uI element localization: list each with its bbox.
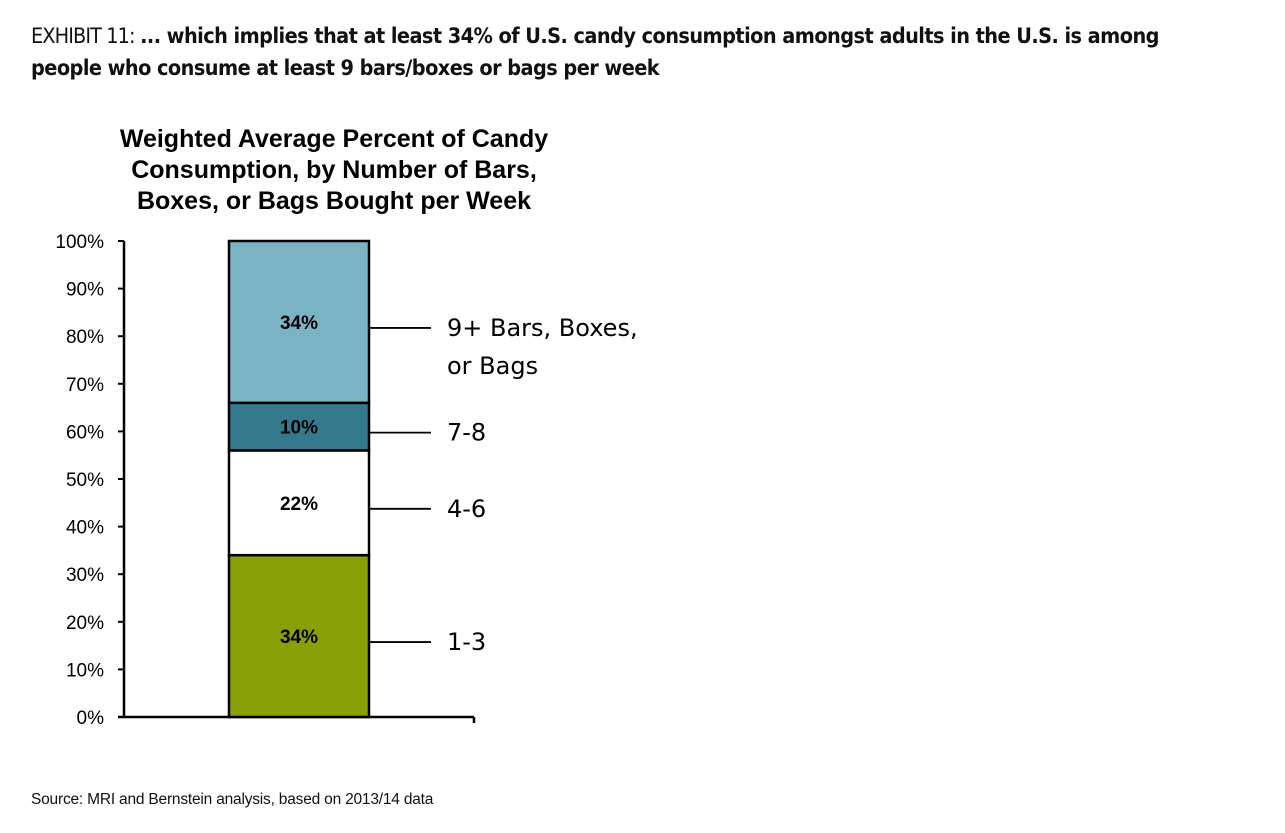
bar-segments: 34% 22% 10% 34% [227, 239, 371, 719]
exhibit-heading: EXHIBIT 11: ... which implies that at le… [31, 20, 1163, 84]
exhibit-text: ... which implies that at least 34% of U… [31, 24, 1160, 80]
chart-title-line: Boxes, or Bags Bought per Week [136, 187, 532, 215]
legend-label: 1-3 [447, 628, 486, 656]
bar-segment-4-6 [227, 449, 371, 557]
legend-label: or Bags [447, 352, 538, 380]
chart-title: Weighted Average Percent of Candy Consum… [84, 124, 584, 217]
legend-label: 4-6 [447, 495, 486, 523]
y-tick-label: 30% [66, 565, 104, 586]
y-tick-label: 60% [66, 422, 104, 443]
chart-title-line: Consumption, by Number of Bars, [131, 156, 537, 184]
y-tick-label: 90% [66, 280, 104, 301]
source-note: Source: MRI and Bernstein analysis, base… [31, 791, 434, 808]
bar-segment-7-8 [227, 401, 371, 452]
y-tick-label: 0% [77, 708, 105, 729]
legend: 1-3 4-6 7-8 9+ Bars, Boxes, or Bags [369, 314, 638, 656]
bar-segment-1-3 [227, 553, 371, 719]
y-tick-label: 100% [55, 232, 104, 253]
y-tick-label: 20% [66, 613, 104, 634]
data-label: 22% [280, 494, 318, 515]
y-tick-label: 80% [66, 327, 104, 348]
data-label: 34% [280, 313, 318, 334]
exhibit-label: EXHIBIT 11: [31, 24, 135, 48]
chart-title-line: Weighted Average Percent of Candy [119, 125, 549, 153]
data-label: 10% [280, 418, 318, 439]
y-tick-label: 50% [66, 470, 104, 491]
bar-segment-9 [227, 239, 371, 405]
y-tick-label: 40% [66, 518, 104, 539]
legend-label: 7-8 [447, 419, 486, 447]
y-tick-label: 70% [66, 375, 104, 396]
y-tick-label: 10% [66, 660, 104, 681]
legend-label: 9+ Bars, Boxes, [447, 314, 638, 342]
y-axis: 0% 10% 20% 30% 40% 50% 60% 70% 80% 90% 100% [55, 232, 476, 729]
data-label: 34% [280, 627, 318, 648]
